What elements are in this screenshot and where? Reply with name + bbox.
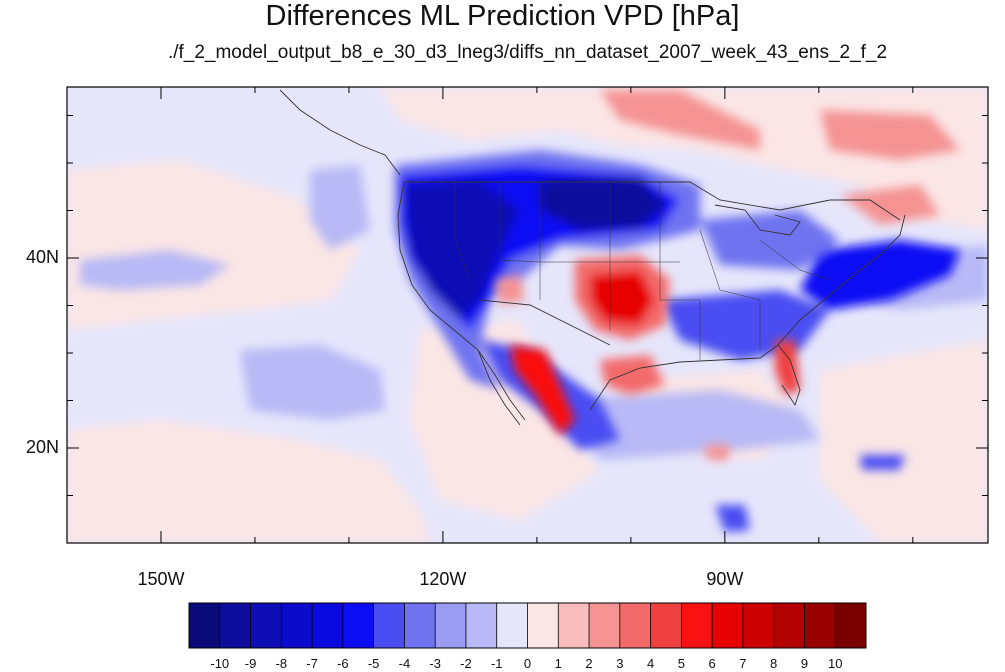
colorbar-swatch — [250, 603, 282, 648]
colorbar-swatch — [281, 603, 313, 648]
lat-label: 20N — [25, 437, 59, 457]
colorbar-swatch — [681, 603, 713, 648]
colorbar-swatch — [835, 603, 867, 648]
colorbar-swatch — [589, 603, 621, 648]
colorbar-swatch — [804, 603, 836, 648]
colorbar-swatch — [619, 603, 651, 648]
colorbar-label: -10 — [210, 656, 230, 671]
blue-region-midwest — [700, 210, 840, 270]
blue-patch-pacific-3 — [310, 165, 370, 250]
coastline-baja — [477, 349, 521, 426]
colorbar-swatch — [773, 603, 805, 648]
lon-label: 90W — [706, 569, 744, 589]
border-canada — [404, 181, 901, 221]
axis-ticks — [67, 87, 988, 543]
anomaly-field — [67, 87, 988, 543]
coastline-east — [777, 214, 906, 346]
colorbar-label: 8 — [770, 656, 778, 671]
colorbar-swatch — [742, 603, 775, 648]
map-frame — [66, 86, 989, 544]
pink-patch-atlantic — [820, 340, 988, 543]
coastline-alaska — [279, 89, 401, 176]
coastline-gulf — [589, 344, 779, 411]
colorbar-label: 5 — [677, 656, 685, 671]
colorbar-label: -7 — [306, 656, 318, 671]
colorbar-label: 0 — [523, 656, 532, 671]
colorbar-swatch — [312, 603, 344, 648]
red-region-plains-core — [590, 270, 655, 325]
colorbar-label: -2 — [460, 656, 472, 671]
blue-region-caribbean — [715, 505, 750, 532]
colorbar-swatch — [465, 603, 498, 648]
colorbar-swatch — [219, 603, 251, 648]
colorbar-label: -8 — [275, 656, 288, 671]
colorbar-label: 6 — [708, 656, 716, 671]
colorbar — [188, 602, 867, 649]
colorbar-swatch — [435, 603, 467, 648]
colorbar-label: 10 — [827, 656, 843, 671]
colorbar-label: -1 — [490, 656, 503, 671]
colorbar-swatch — [527, 603, 559, 648]
colorbar-swatch — [189, 603, 221, 648]
colorbar-swatch — [342, 603, 375, 648]
pink-patch-canada — [600, 90, 760, 150]
lon-label: 150W — [137, 569, 185, 589]
pink-patch-hudson — [820, 110, 960, 160]
colorbar-swatch — [496, 603, 528, 648]
colorbar-swatch — [404, 603, 436, 648]
colorbar-label: 9 — [800, 656, 809, 671]
red-region-texas — [600, 355, 665, 395]
colorbar-label: 7 — [739, 656, 747, 671]
colorbar-swatch — [558, 603, 590, 648]
border-mexico — [479, 299, 611, 346]
colorbar-label: 3 — [616, 656, 624, 671]
pink-patch-greatlakes-east — [840, 185, 940, 225]
pink-patch-southwest — [67, 420, 430, 543]
state-borders — [454, 182, 831, 360]
pink-patch-gulf — [410, 320, 600, 520]
map-title: Differences ML Prediction VPD [hPa] — [265, 0, 740, 32]
blue-region-northplains — [540, 178, 665, 230]
colorbar-swatch — [373, 603, 405, 648]
blue-region-west-core — [405, 180, 520, 320]
map-subtitle: ./f_2_model_output_b8_e_30_d3_lneg3/diff… — [167, 42, 888, 63]
colorbar-label: -6 — [337, 656, 349, 671]
blue-patch-pacific-1 — [240, 345, 385, 420]
colorbar-swatch — [712, 603, 744, 648]
blue-patch-gulf — [560, 390, 820, 460]
red-region-florida — [775, 340, 800, 395]
colorbar-label: 4 — [646, 656, 655, 671]
colorbar-label: -5 — [367, 656, 380, 671]
coastline-west — [397, 181, 526, 421]
lon-label: 120W — [419, 569, 467, 589]
greatlakes — [714, 204, 801, 236]
colorbar-label: 1 — [554, 656, 562, 671]
colorbar-label: -3 — [429, 656, 441, 671]
red-region-mexico — [510, 345, 575, 435]
colorbar-label: -4 — [398, 656, 411, 671]
lat-label: 40N — [25, 247, 59, 267]
colorbar-label: 2 — [585, 656, 593, 671]
red-region-southwest-small — [495, 275, 525, 305]
colorbar-swatch — [650, 603, 682, 648]
blue-region-bahamas — [860, 455, 905, 470]
coastline-florida — [777, 344, 801, 407]
coastlines — [279, 89, 906, 426]
blue-patch-pacific-2 — [80, 250, 230, 290]
colorbar-label: -9 — [244, 656, 257, 671]
blue-region-eastcoast — [800, 240, 960, 310]
red-region-caribbean — [705, 445, 730, 460]
